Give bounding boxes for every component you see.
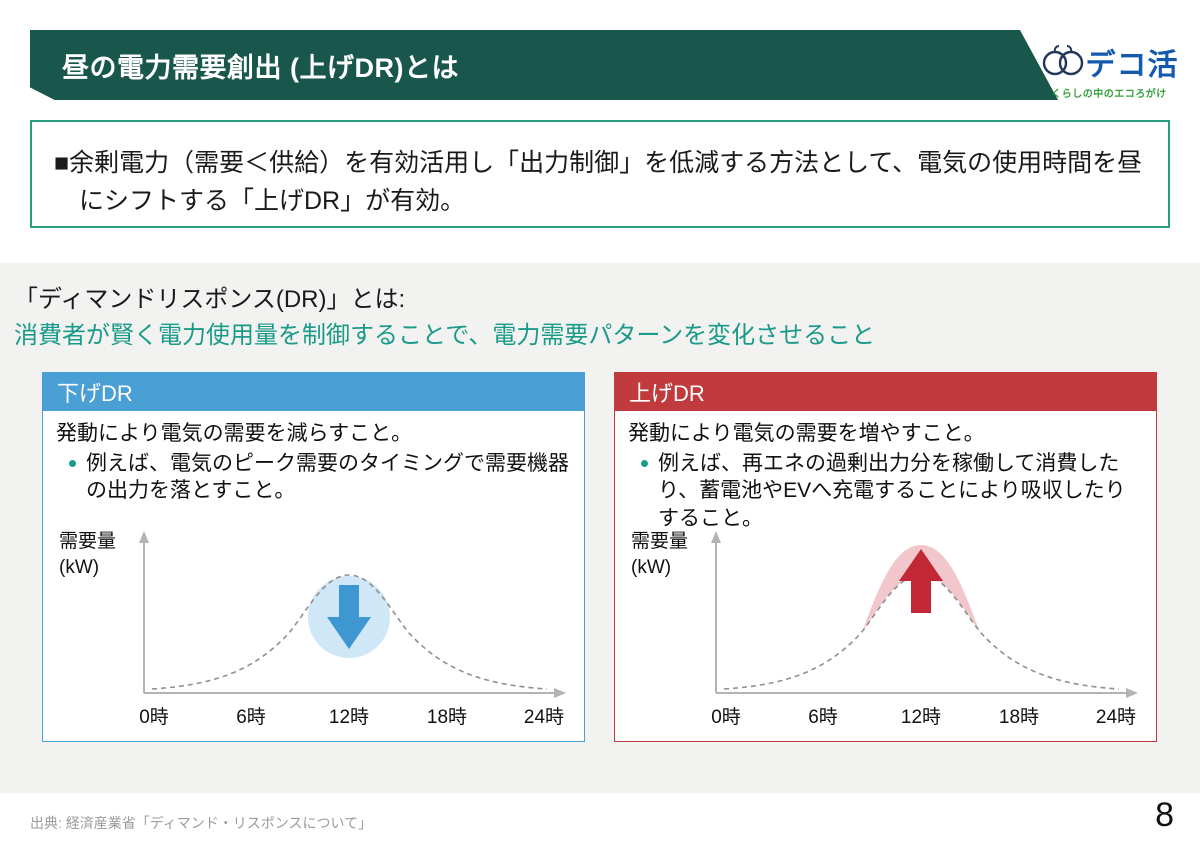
x-tick: 18時 bbox=[427, 706, 467, 728]
x-axis-arrow-icon bbox=[1126, 688, 1138, 698]
y-axis-arrow-icon bbox=[711, 531, 721, 543]
demand-curve bbox=[151, 574, 548, 690]
decokatsu-logo: デコ活 くらしの中のエコろがけ bbox=[1034, 40, 1184, 100]
page-number: 8 bbox=[1155, 796, 1174, 834]
arrow-down-icon bbox=[327, 585, 371, 649]
panel-down-dr-body: 発動により電気の需要を減らすこと。 例えば、電気のピーク需要のタイミングで需要機… bbox=[43, 411, 584, 505]
logo-wordmark: デコ活 bbox=[1085, 49, 1179, 82]
panel-up-dr-lead: 発動により電気の需要を増やすこと。 bbox=[628, 422, 985, 445]
logo-tagline: くらしの中のエコろがけ bbox=[1051, 89, 1167, 100]
panel-down-dr: 下げDR 発動により電気の需要を減らすこと。 例えば、電気のピーク需要のタイミン… bbox=[42, 372, 585, 742]
down-dr-chart-ylabel: 需要量 (kW) bbox=[59, 531, 117, 578]
x-tick: 6時 bbox=[236, 706, 266, 728]
x-tick: 0時 bbox=[139, 706, 169, 728]
up-dr-chart-ylabel: 需要量 (kW) bbox=[631, 531, 689, 578]
x-tick: 0時 bbox=[711, 706, 741, 728]
x-tick: 18時 bbox=[999, 706, 1039, 728]
slide-title-bar: 昼の電力需要創出 (上げDR)とは bbox=[30, 30, 1058, 100]
page-title: 昼の電力需要創出 (上げDR)とは bbox=[62, 52, 459, 83]
source-note: 出典: 経済産業省「ディマンド・リスポンスについて」 bbox=[30, 815, 373, 831]
panel-down-dr-bullet: 例えば、電気のピーク需要のタイミングで需要機器の出力を落とすこと。 bbox=[69, 450, 571, 505]
dr-heading: 「ディマンドリスポンス(DR)」とは: bbox=[14, 286, 406, 313]
dr-definition: 消費者が賢く電力使用量を制御することで、電力需要パターンを変化させること bbox=[14, 322, 876, 349]
panel-down-dr-title: 下げDR bbox=[57, 381, 133, 406]
summary-text: ■余剰電力（需要＜供給）を有効活用し「出力制御」を低減する方法として、電気の使用… bbox=[54, 149, 1143, 215]
dr-section: 「ディマンドリスポンス(DR)」とは: 消費者が賢く電力使用量を制御することで、… bbox=[0, 263, 1200, 793]
arrow-up-icon bbox=[899, 549, 943, 613]
down-dr-chart: 需要量 (kW) 0時 6時 12時 18時 bbox=[49, 523, 578, 735]
x-tick: 6時 bbox=[808, 706, 838, 728]
x-tick: 24時 bbox=[524, 706, 564, 728]
panel-up-dr-header: 上げDR bbox=[615, 373, 1156, 411]
panel-down-dr-header: 下げDR bbox=[43, 373, 584, 411]
x-axis-arrow-icon bbox=[554, 688, 566, 698]
summary-box: ■余剰電力（需要＜供給）を有効活用し「出力制御」を低減する方法として、電気の使用… bbox=[30, 120, 1170, 228]
up-dr-chart: 需要量 (kW) 0時 6時 12時 18時 bbox=[621, 523, 1150, 735]
panel-up-dr-bullet: 例えば、再エネの過剰出力分を稼働して消費したり、蓄電池やEVへ充電することにより… bbox=[641, 450, 1143, 533]
panel-up-dr: 上げDR 発動により電気の需要を増やすこと。 例えば、再エネの過剰出力分を稼働し… bbox=[614, 372, 1157, 742]
down-dr-chart-canvas: 0時 6時 12時 18時 24時 bbox=[139, 531, 566, 728]
up-dr-highlight bbox=[862, 545, 980, 632]
panel-up-dr-title: 上げDR bbox=[629, 381, 705, 406]
y-axis-arrow-icon bbox=[139, 531, 149, 543]
twin-circles-icon bbox=[1040, 42, 1084, 83]
x-tick: 12時 bbox=[329, 706, 369, 728]
x-tick: 24時 bbox=[1096, 706, 1136, 728]
up-dr-chart-canvas: 0時 6時 12時 18時 24時 bbox=[711, 531, 1138, 728]
panel-down-dr-lead: 発動により電気の需要を減らすこと。 bbox=[56, 422, 413, 445]
x-tick: 12時 bbox=[901, 706, 941, 728]
panel-up-dr-body: 発動により電気の需要を増やすこと。 例えば、再エネの過剰出力分を稼働して消費した… bbox=[615, 411, 1156, 533]
